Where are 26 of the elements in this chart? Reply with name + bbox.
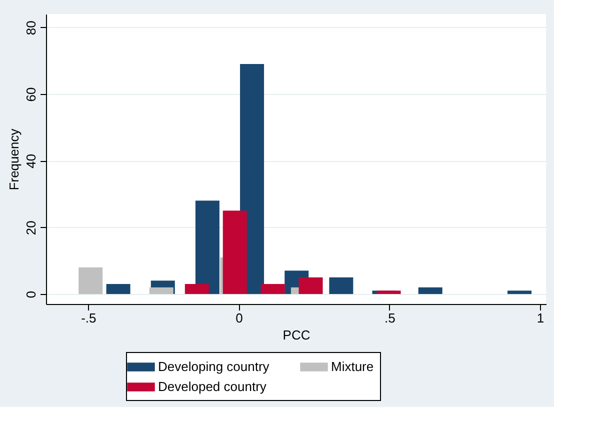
legend-label: Developing country [158,359,270,374]
bar [418,287,442,294]
bar [507,290,532,294]
bar [106,284,130,294]
x-tick-label: .5 [384,310,396,326]
x-axis-title: PCC [282,328,310,342]
bar [222,210,247,294]
y-tick-label: 60 [24,87,38,102]
x-tick-label: 0 [236,310,243,326]
legend-label: Mixture [331,359,374,374]
x-tick-label: -.5 [81,310,96,326]
bar [195,200,220,294]
y-tick-label: 80 [24,20,38,36]
y-axis-title: Frequency [6,128,22,190]
x-tick-label: 1 [536,310,544,326]
bar [78,267,103,294]
legend-label: Developed country [158,379,267,394]
y-tick-label: 0 [24,290,38,298]
bar [184,284,209,294]
y-tick-label: 20 [24,220,38,236]
bar [376,290,401,294]
y-tick-label: 40 [24,154,38,168]
bar [298,277,323,294]
bar [149,287,174,294]
bar [329,277,354,294]
bar [260,284,285,294]
